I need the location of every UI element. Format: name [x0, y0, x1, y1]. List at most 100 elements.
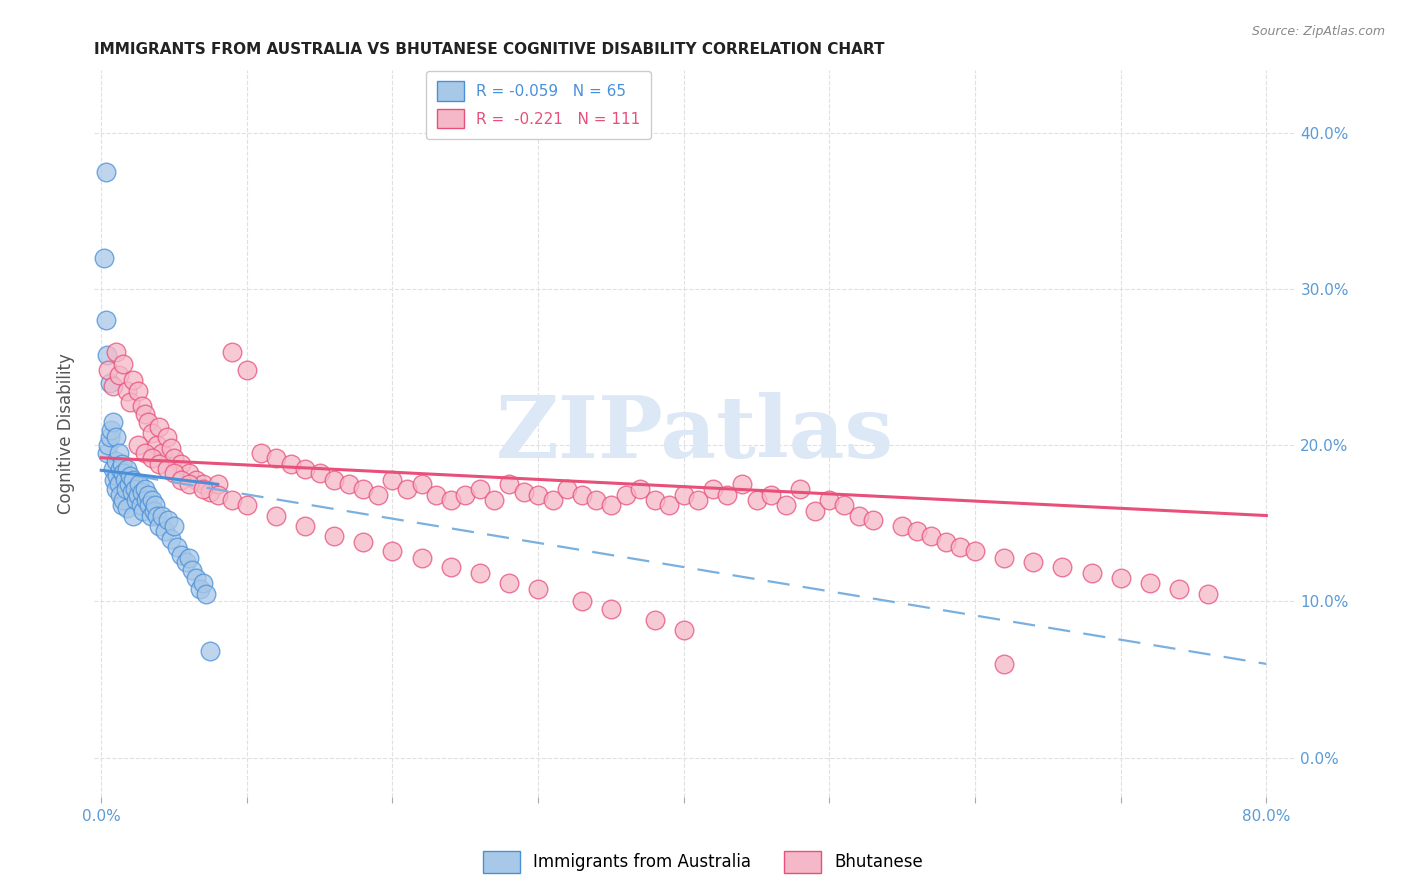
Legend: R = -0.059   N = 65, R =  -0.221   N = 111: R = -0.059 N = 65, R = -0.221 N = 111 [426, 70, 651, 139]
Point [122, 473, 145, 487]
Point [128, 477, 150, 491]
Point [98, 430, 121, 444]
Point [127, 384, 149, 398]
Point [107, 477, 129, 491]
Text: 80.0%: 80.0% [1241, 809, 1291, 824]
Point [337, 477, 360, 491]
Point [127, 438, 149, 452]
Point [600, 602, 623, 616]
Point [110, 498, 132, 512]
Legend: Immigrants from Australia, Bhutanese: Immigrants from Australia, Bhutanese [477, 845, 929, 880]
Point [142, 504, 165, 518]
Point [163, 467, 186, 481]
Point [117, 384, 139, 398]
Point [848, 508, 870, 523]
Point [136, 488, 159, 502]
Point [236, 498, 259, 512]
Point [127, 488, 149, 502]
Point [101, 379, 124, 393]
Point [163, 519, 186, 533]
Point [527, 488, 550, 502]
Point [411, 477, 433, 491]
Point [110, 457, 132, 471]
Text: IMMIGRANTS FROM AUSTRALIA VS BHUTANESE COGNITIVE DISABILITY CORRELATION CHART: IMMIGRANTS FROM AUSTRALIA VS BHUTANESE C… [94, 42, 884, 57]
Point [112, 492, 135, 507]
Point [150, 446, 173, 460]
Point [157, 513, 180, 527]
Point [207, 488, 229, 502]
Point [160, 442, 183, 456]
Point [200, 485, 222, 500]
Point [236, 363, 259, 377]
Point [323, 529, 346, 543]
Point [891, 519, 914, 533]
Point [1139, 575, 1161, 590]
Point [94, 165, 117, 179]
Point [440, 560, 463, 574]
Point [97, 363, 120, 377]
Point [484, 492, 506, 507]
Point [498, 575, 520, 590]
Point [454, 488, 477, 502]
Point [155, 524, 177, 538]
Point [191, 575, 214, 590]
Point [125, 492, 148, 507]
Point [150, 508, 173, 523]
Point [1052, 560, 1074, 574]
Point [468, 482, 491, 496]
Point [156, 430, 179, 444]
Point [170, 548, 193, 562]
Point [308, 467, 330, 481]
Point [759, 488, 782, 502]
Point [96, 348, 118, 362]
Point [702, 482, 724, 496]
Point [1197, 587, 1219, 601]
Point [862, 513, 884, 527]
Point [264, 508, 287, 523]
Point [177, 477, 200, 491]
Point [672, 488, 695, 502]
Point [115, 482, 138, 496]
Point [188, 582, 211, 596]
Point [775, 498, 797, 512]
Point [381, 544, 404, 558]
Point [191, 477, 214, 491]
Point [280, 457, 302, 471]
Point [949, 540, 972, 554]
Point [145, 438, 167, 452]
Point [148, 419, 170, 434]
Point [117, 500, 139, 515]
Point [600, 498, 623, 512]
Point [294, 519, 316, 533]
Point [94, 313, 117, 327]
Point [221, 344, 243, 359]
Point [555, 482, 578, 496]
Point [352, 482, 374, 496]
Point [614, 488, 637, 502]
Point [658, 498, 681, 512]
Point [177, 467, 200, 481]
Point [294, 461, 316, 475]
Point [100, 423, 122, 437]
Point [527, 582, 550, 596]
Point [103, 473, 125, 487]
Point [118, 477, 141, 491]
Point [131, 485, 153, 500]
Point [498, 477, 520, 491]
Point [1168, 582, 1191, 596]
Point [139, 508, 162, 523]
Point [93, 251, 115, 265]
Point [323, 473, 346, 487]
Point [571, 594, 593, 608]
Text: 0.0%: 0.0% [82, 809, 121, 824]
Point [104, 430, 127, 444]
Point [124, 482, 146, 496]
Point [114, 473, 136, 487]
Point [195, 587, 218, 601]
Point [170, 473, 193, 487]
Point [993, 550, 1015, 565]
Point [745, 492, 768, 507]
Point [993, 657, 1015, 671]
Point [716, 488, 738, 502]
Point [129, 498, 152, 512]
